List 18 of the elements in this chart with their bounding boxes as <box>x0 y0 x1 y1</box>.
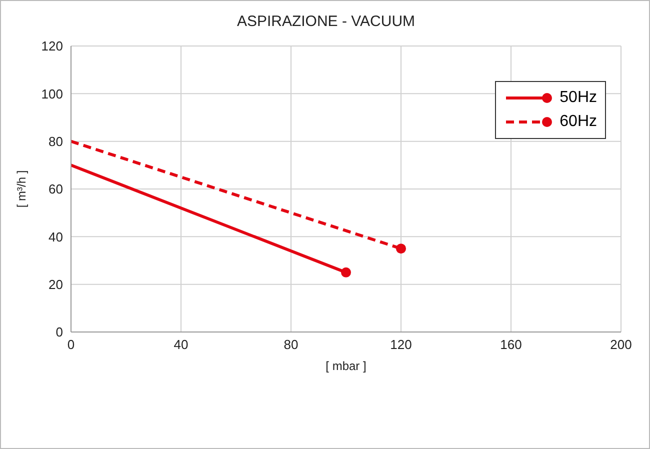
y-tick-label: 60 <box>48 182 63 197</box>
x-tick-label: 120 <box>390 337 412 352</box>
x-tick-label: 160 <box>500 337 522 352</box>
y-axis-title: [ m³/h ] <box>14 170 28 208</box>
y-tick-label: 120 <box>41 38 63 54</box>
x-tick-label: 0 <box>67 337 75 352</box>
chart-title: ASPIRAZIONE - VACUUM <box>236 13 416 30</box>
x-tick-label: 200 <box>610 337 632 352</box>
x-axis-title: [ mbar ] <box>326 359 366 373</box>
y-tick-label: 80 <box>48 134 63 149</box>
legend-label: 50Hz <box>560 89 597 107</box>
y-tick-label: 100 <box>41 86 63 102</box>
x-tick-label: 40 <box>174 337 188 352</box>
y-tick-label: 20 <box>48 276 63 292</box>
y-tick-label: 0 <box>56 324 63 340</box>
x-tick-label: 80 <box>284 337 298 352</box>
y-tick-label: 40 <box>48 229 63 244</box>
legend-label: 60Hz <box>560 113 597 131</box>
